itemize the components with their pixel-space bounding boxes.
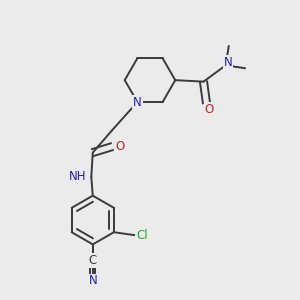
Text: N: N (88, 274, 97, 287)
Text: O: O (205, 103, 214, 116)
Text: C: C (89, 254, 97, 267)
Text: N: N (133, 95, 142, 109)
Text: NH: NH (69, 170, 87, 183)
Text: Cl: Cl (136, 229, 148, 242)
Text: O: O (115, 140, 124, 153)
Text: N: N (224, 56, 233, 69)
